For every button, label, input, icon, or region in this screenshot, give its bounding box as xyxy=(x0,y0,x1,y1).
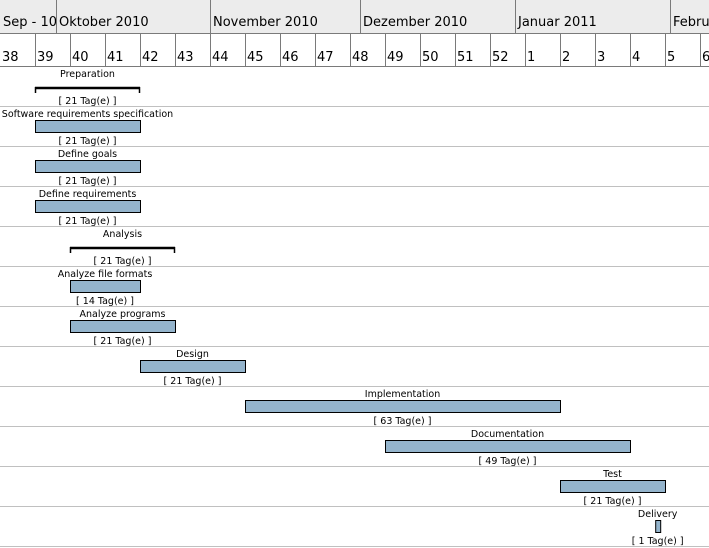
task-bar xyxy=(140,360,246,373)
duration-label: [ 21 Tag(e) ] xyxy=(584,496,642,507)
week-label: 6 xyxy=(702,50,709,65)
task-row: Software requirements specification [ 21 … xyxy=(0,109,709,147)
duration-label: [ 21 Tag(e) ] xyxy=(59,176,117,187)
task-bar xyxy=(245,400,561,413)
task-name-label: Design xyxy=(176,349,209,360)
week-label: 41 xyxy=(107,50,124,65)
duration-label: [ 21 Tag(e) ] xyxy=(59,136,117,147)
month-label: Dezember 2010 xyxy=(363,15,467,30)
task-bar xyxy=(70,320,176,333)
task-name-label: Preparation xyxy=(60,69,115,80)
week-label: 4 xyxy=(632,50,640,65)
task-row: Documentation [ 49 Tag(e) ] xyxy=(0,429,709,467)
task-row: Define requirements [ 21 Tag(e) ] xyxy=(0,189,709,227)
duration-label: [ 21 Tag(e) ] xyxy=(59,216,117,227)
week-label: 5 xyxy=(667,50,675,65)
task-row: Analyze programs [ 21 Tag(e) ] xyxy=(0,309,709,347)
month-label: Februa xyxy=(673,15,709,30)
task-name-label: Analyze programs xyxy=(80,309,166,320)
week-label: 1 xyxy=(527,50,535,65)
week-label: 2 xyxy=(562,50,570,65)
week-label: 47 xyxy=(317,50,334,65)
task-name-label: Test xyxy=(602,469,622,480)
task-bar xyxy=(35,120,141,133)
task-row: Analyze file formats [ 14 Tag(e) ] xyxy=(0,269,709,307)
month-label: Sep - 10 xyxy=(3,15,57,30)
week-label: 49 xyxy=(387,50,404,65)
week-label: 43 xyxy=(177,50,194,65)
task-name-label: Analyze file formats xyxy=(58,269,153,280)
week-label: 44 xyxy=(212,50,229,65)
week-label: 46 xyxy=(282,50,299,65)
task-bar xyxy=(385,440,631,453)
task-row: Preparation [ 21 Tag(e) ] xyxy=(0,69,709,107)
week-label: 45 xyxy=(247,50,264,65)
week-label: 51 xyxy=(457,50,474,65)
timeline-header: Sep - 10 Oktober 2010 November 2010 Dezembe… xyxy=(0,0,709,67)
task-bar xyxy=(560,480,666,493)
task-row: Test [ 21 Tag(e) ] xyxy=(0,469,709,507)
week-label: 42 xyxy=(142,50,159,65)
duration-label: [ 21 Tag(e) ] xyxy=(94,256,152,267)
task-row: Implementation [ 63 Tag(e) ] xyxy=(0,389,709,427)
task-bar xyxy=(655,520,662,533)
month-label: Januar 2011 xyxy=(517,15,597,30)
week-label: 48 xyxy=(352,50,369,65)
week-label: 52 xyxy=(492,50,509,65)
task-name-label: Documentation xyxy=(471,429,544,440)
task-row: Design [ 21 Tag(e) ] xyxy=(0,349,709,387)
month-label: November 2010 xyxy=(213,15,318,30)
duration-label: [ 21 Tag(e) ] xyxy=(164,376,222,387)
task-rows: Preparation[ 21 Tag(e) ]Software require… xyxy=(0,69,709,547)
week-label: 3 xyxy=(597,50,605,65)
month-band xyxy=(0,0,709,33)
duration-label: [ 14 Tag(e) ] xyxy=(76,296,134,307)
task-name-label: Define requirements xyxy=(39,189,137,200)
task-name-label: Software requirements specification xyxy=(2,109,173,120)
week-label: 39 xyxy=(37,50,54,65)
duration-label: [ 21 Tag(e) ] xyxy=(94,336,152,347)
week-band xyxy=(0,33,709,66)
task-bar xyxy=(35,160,141,173)
duration-label: [ 21 Tag(e) ] xyxy=(59,96,117,107)
task-row: Define goals [ 21 Tag(e) ] xyxy=(0,149,709,187)
task-bar xyxy=(70,280,141,293)
task-name-label: Analysis xyxy=(103,229,142,240)
task-name-label: Implementation xyxy=(365,389,440,400)
task-bar xyxy=(35,200,141,213)
week-label: 40 xyxy=(72,50,89,65)
task-row: Delivery [ 1 Tag(e) ] xyxy=(0,509,709,547)
duration-label: [ 49 Tag(e) ] xyxy=(479,456,537,467)
week-label: 38 xyxy=(2,50,19,65)
week-label: 50 xyxy=(422,50,439,65)
duration-label: [ 63 Tag(e) ] xyxy=(374,416,432,427)
duration-label: [ 1 Tag(e) ] xyxy=(632,536,684,547)
task-name-label: Define goals xyxy=(58,149,117,160)
month-label: Oktober 2010 xyxy=(59,15,149,30)
task-name-label: Delivery xyxy=(638,509,678,520)
task-row: Analysis [ 21 Tag(e) ] xyxy=(0,229,709,267)
